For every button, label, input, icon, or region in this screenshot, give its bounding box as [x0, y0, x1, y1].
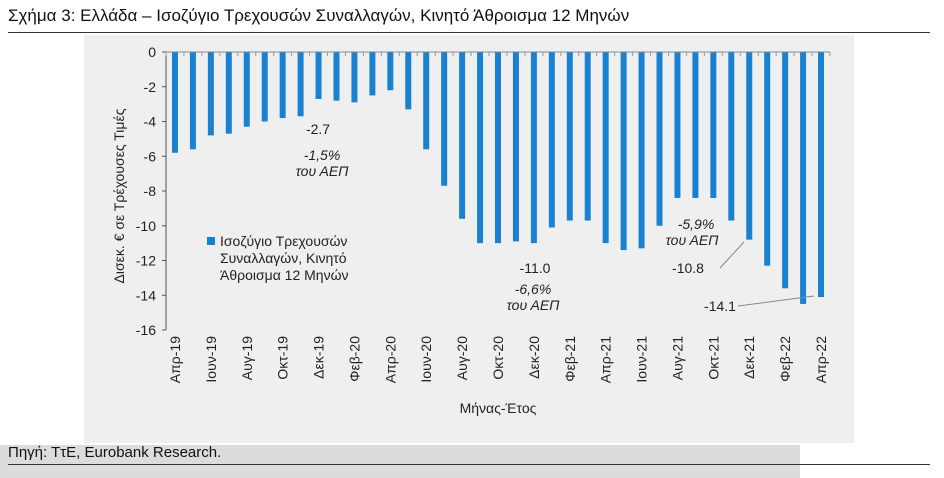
- bar: [495, 52, 501, 244]
- x-tick-label: Δεκ-19: [311, 336, 327, 379]
- annotation-gdp-unit: του ΑΕΠ: [666, 232, 720, 248]
- bar: [584, 52, 591, 221]
- bar: [423, 52, 430, 150]
- annotation-value-label: -10.8: [672, 260, 704, 276]
- annotation-value-label: -2.7: [306, 121, 330, 137]
- footer-band: [0, 445, 800, 478]
- x-tick-label: Ιουν-21: [634, 336, 650, 383]
- bar: [477, 52, 484, 244]
- x-tick-label: Απρ-20: [382, 336, 398, 383]
- bar: [207, 52, 214, 136]
- x-tick-label: Οκτ-20: [490, 336, 506, 380]
- annotation-gdp-unit: του ΑΕΠ: [296, 163, 350, 179]
- bar: [764, 52, 771, 266]
- bar: [225, 52, 232, 134]
- bar: [369, 52, 376, 96]
- bar: [692, 52, 699, 198]
- bar: [512, 52, 519, 242]
- bar: [171, 52, 178, 153]
- bar: [566, 52, 573, 221]
- y-tick-label: 0: [148, 44, 156, 60]
- x-tick-label: Οκτ-19: [275, 336, 291, 380]
- y-tick-label: -10: [136, 218, 156, 234]
- bar: [297, 52, 304, 117]
- bar: [746, 52, 753, 240]
- bar: [333, 52, 340, 101]
- footer-rule: [8, 464, 930, 465]
- bar: [405, 52, 412, 110]
- x-tick-label: Φεβ-21: [562, 336, 578, 382]
- bar: [351, 52, 358, 103]
- x-axis-title: Μήνας-Έτος: [460, 400, 537, 416]
- annotation-leader: [737, 295, 815, 307]
- legend-swatch: [207, 237, 215, 245]
- bar: [782, 52, 789, 289]
- bar: [602, 52, 609, 244]
- title-rule: [8, 32, 930, 33]
- x-tick-label: Φεβ-20: [346, 336, 362, 382]
- x-tick-label: Αυγ-21: [669, 336, 685, 380]
- y-tick-label: -6: [144, 148, 157, 164]
- y-tick-label: -14: [136, 287, 156, 303]
- x-tick-label: Απρ-21: [598, 336, 614, 383]
- bar: [620, 52, 627, 251]
- bar: [243, 52, 250, 127]
- x-tick-label: Απρ-22: [813, 336, 829, 383]
- y-tick-label: -8: [144, 183, 157, 199]
- annotation-value-label: -11.0: [520, 260, 551, 276]
- bar: [800, 52, 807, 304]
- figure-title: Σχήμα 3: Ελλάδα – Ισοζύγιο Τρεχουσών Συν…: [8, 6, 630, 25]
- x-tick-label: Δεκ-20: [526, 336, 542, 379]
- bar: [818, 52, 825, 297]
- bar: [656, 52, 663, 226]
- bar: [261, 52, 268, 122]
- x-tick-label: Δεκ-21: [741, 336, 757, 379]
- bar: [530, 52, 537, 244]
- annotation-gdp-unit: του ΑΕΠ: [507, 297, 561, 313]
- x-tick-label: Απρ-19: [167, 336, 183, 383]
- bar: [441, 52, 448, 186]
- bar: [728, 52, 735, 221]
- bar: [387, 52, 394, 91]
- x-tick-label: Αυγ-19: [239, 336, 255, 380]
- bar: [459, 52, 466, 219]
- annotation-gdp-pct: -6,6%: [515, 281, 552, 297]
- bar: [548, 52, 555, 228]
- x-tick-label: Οκτ-21: [705, 336, 721, 380]
- y-axis-title: Δισεκ. € σε Τρέχουσες Τιμές: [111, 108, 127, 283]
- y-tick-label: -12: [136, 253, 156, 269]
- bar: [638, 52, 645, 249]
- y-tick-label: -4: [144, 114, 157, 130]
- source-note: Πηγή: ΤτΕ, Eurobank Research.: [8, 444, 222, 461]
- bar: [315, 52, 322, 99]
- x-tick-label: Φεβ-22: [777, 336, 793, 382]
- x-tick-label: Ιουν-19: [203, 336, 219, 383]
- x-tick-label: Αυγ-20: [454, 336, 470, 380]
- bar: [189, 52, 196, 150]
- bar: [710, 52, 717, 198]
- annotation-gdp-pct: -1,5%: [304, 147, 341, 163]
- y-tick-label: -16: [136, 322, 156, 338]
- annotation-gdp-pct: -5,9%: [678, 216, 715, 232]
- legend-label: Ισοζύγιο Τρεχουσών Συναλλαγών, Κινητό Άθρο…: [220, 233, 349, 283]
- x-tick-label: Ιουν-20: [418, 336, 434, 383]
- annotation-value-label: -14.1: [704, 298, 736, 314]
- annotation-leader: [719, 241, 745, 269]
- bar: [279, 52, 286, 119]
- y-tick-label: -2: [144, 79, 157, 95]
- bar: [674, 52, 681, 198]
